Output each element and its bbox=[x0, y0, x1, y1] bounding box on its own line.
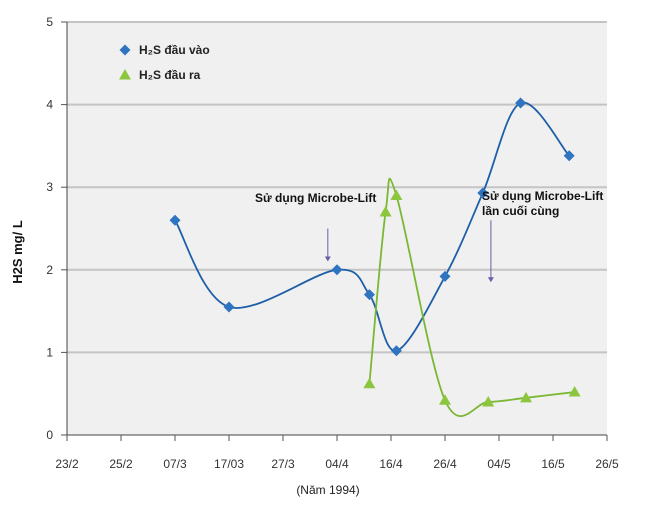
data-point bbox=[379, 205, 392, 217]
data-point bbox=[515, 97, 527, 109]
annotation-arrowhead bbox=[324, 256, 331, 262]
data-point bbox=[477, 187, 489, 199]
x-tick-label: 04/4 bbox=[325, 457, 349, 471]
x-tick-label: 26/5 bbox=[595, 457, 619, 471]
data-point bbox=[520, 391, 532, 403]
annotation-1: Sử dụng Microbe-Lift bbox=[255, 191, 376, 262]
x-tick-label: 07/3 bbox=[163, 457, 187, 471]
series-2 bbox=[363, 177, 581, 417]
series-layer bbox=[169, 97, 581, 417]
x-tick-label: 16/4 bbox=[379, 457, 403, 471]
y-tick-label: 5 bbox=[46, 15, 53, 29]
x-tick-label: 26/4 bbox=[433, 457, 457, 471]
plot-area bbox=[67, 22, 607, 435]
y-tick-label: 1 bbox=[46, 345, 53, 359]
data-point bbox=[439, 394, 451, 405]
y-tick-label: 3 bbox=[46, 180, 53, 194]
legend-marker bbox=[119, 44, 131, 56]
data-point bbox=[223, 301, 235, 313]
data-point bbox=[390, 345, 402, 357]
y-tick-label: 0 bbox=[46, 428, 53, 442]
series-1 bbox=[169, 97, 575, 357]
annotation-arrowhead bbox=[487, 277, 494, 283]
y-tick-label: 2 bbox=[46, 263, 53, 277]
data-point bbox=[169, 214, 181, 226]
data-point bbox=[363, 377, 376, 389]
data-point bbox=[439, 270, 451, 282]
x-tick-label: 23/2 bbox=[55, 457, 79, 471]
x-tick-label: 17/03 bbox=[214, 457, 244, 471]
data-point bbox=[390, 189, 403, 200]
data-point bbox=[363, 289, 375, 301]
legend-label: H₂S đầu ra bbox=[139, 68, 201, 82]
x-axis: 23/2 25/2 07/3 17/03 27/3 04/4 16/4 26/4 04/5 16/… bbox=[55, 434, 619, 471]
data-point bbox=[568, 386, 581, 397]
x-axis-title: (Năm 1994) bbox=[296, 483, 359, 497]
legend-label: H₂S đầu vào bbox=[139, 43, 210, 57]
y-axis: 0 1 2 3 4 5 bbox=[46, 15, 68, 442]
annotations: Sử dụng Microbe-Lift Sử dụng Microbe-Lift… bbox=[255, 189, 603, 283]
legend-marker bbox=[119, 69, 131, 80]
annotation-text: Sử dụng Microbe-Lift bbox=[482, 189, 603, 203]
data-point bbox=[331, 264, 343, 276]
data-point bbox=[563, 150, 575, 162]
x-tick-label: 25/2 bbox=[109, 457, 133, 471]
legend: H₂S đầu vào H₂S đầu ra bbox=[119, 43, 210, 82]
y-tick-label: 4 bbox=[46, 98, 53, 112]
y-axis-title: H2S mg/ L bbox=[10, 220, 25, 284]
x-tick-label: 04/5 bbox=[487, 457, 511, 471]
data-point bbox=[482, 395, 495, 407]
x-tick-label: 16/5 bbox=[541, 457, 565, 471]
annotation-text: lần cuối cùng bbox=[482, 204, 559, 218]
annotation-text: Sử dụng Microbe-Lift bbox=[255, 191, 376, 205]
series-line bbox=[368, 177, 575, 417]
x-tick-label: 27/3 bbox=[271, 457, 295, 471]
